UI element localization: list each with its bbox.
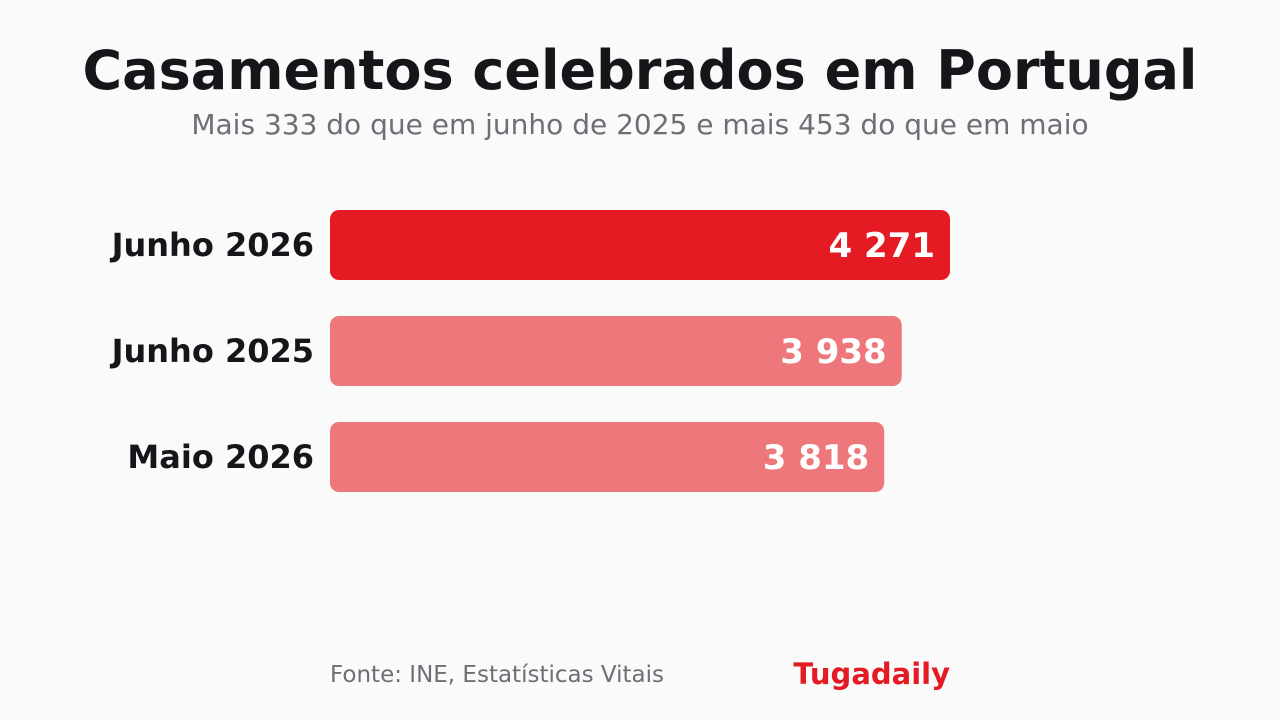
- category-label-0: Junho 2026: [110, 226, 314, 264]
- chart-subtitle: Mais 333 do que em junho de 2025 e mais …: [191, 108, 1089, 141]
- chart-title: Casamentos celebrados em Portugal: [82, 39, 1198, 102]
- value-label-0: 4 271: [829, 226, 935, 266]
- category-label-2: Maio 2026: [127, 438, 314, 476]
- bar-2: [330, 422, 885, 492]
- category-label-1: Junho 2025: [110, 332, 314, 370]
- brand-logo-text: Tugadaily: [793, 657, 950, 691]
- value-label-2: 3 818: [763, 438, 869, 478]
- value-label-1: 3 938: [780, 332, 886, 372]
- source-note: Fonte: INE, Estatísticas Vitais: [330, 662, 664, 688]
- bar-0: [330, 210, 950, 280]
- bar-1: [330, 316, 902, 386]
